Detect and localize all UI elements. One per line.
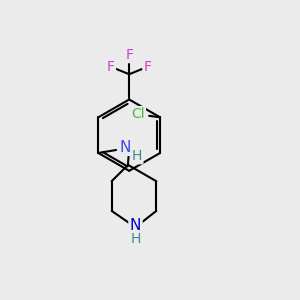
Text: H: H <box>130 232 141 246</box>
Text: Cl: Cl <box>131 107 145 121</box>
Text: H: H <box>132 149 142 163</box>
Text: F: F <box>107 60 115 74</box>
Text: F: F <box>125 48 133 62</box>
Text: N: N <box>130 218 141 233</box>
Text: F: F <box>144 60 152 74</box>
Text: N: N <box>119 140 131 154</box>
